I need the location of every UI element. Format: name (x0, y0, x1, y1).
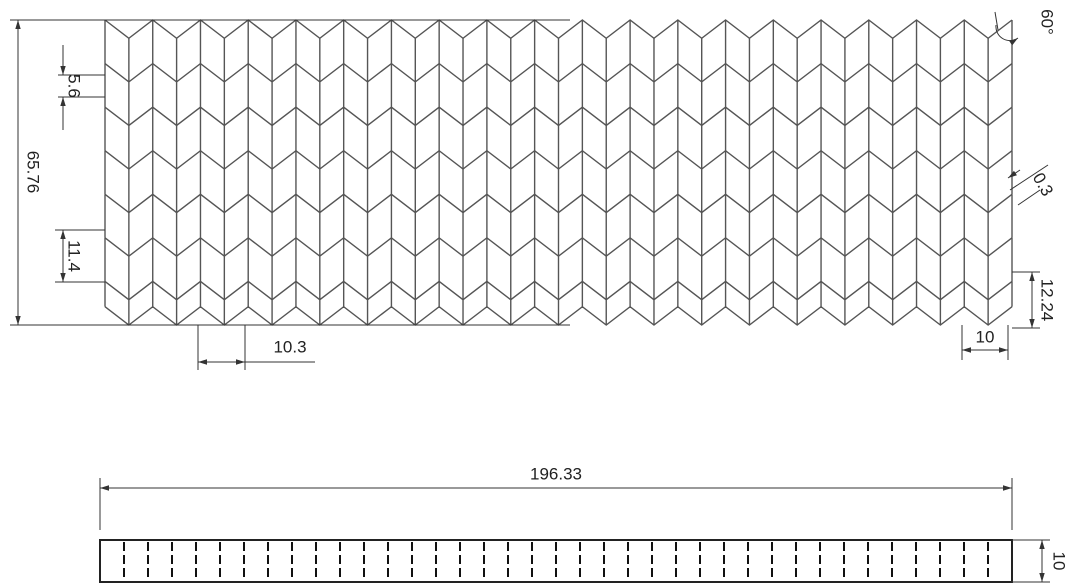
dim-label: 60° (1038, 9, 1057, 35)
lattice (104, 19, 1013, 326)
dim-angle: 60° (994, 9, 1057, 46)
side-struts (123, 542, 989, 580)
dim-label: 10.3 (273, 337, 306, 356)
dim-cell-offset: 10.3 (197, 325, 315, 370)
dim-strut-spacing: 5.6 (58, 45, 105, 130)
dim-label: 10 (976, 327, 995, 346)
dim-wall-thickness: 0.3 (1007, 164, 1057, 206)
lattice-zigzag (104, 19, 1013, 40)
dim-label: 11.4 (65, 240, 84, 272)
dim-label: 10 (1050, 552, 1069, 571)
dim-cell-width: 10 (961, 325, 1009, 360)
dim-row-pitch: 11.4 (55, 229, 105, 283)
dim-label: 196.33 (530, 464, 582, 483)
dim-total-height: 65.76 (10, 19, 570, 326)
dim-label: 12.24 (1038, 279, 1057, 322)
dim-label: 5.6 (65, 74, 84, 98)
side-view: 196.33 10 (99, 464, 1069, 583)
dim-label: 65.76 (24, 151, 43, 194)
dim-cell-height: 12.24 (1012, 271, 1057, 329)
